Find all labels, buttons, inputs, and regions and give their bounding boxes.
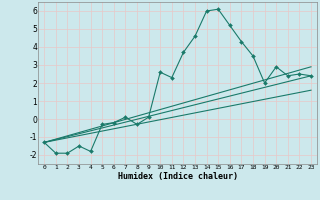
X-axis label: Humidex (Indice chaleur): Humidex (Indice chaleur)	[118, 172, 238, 181]
